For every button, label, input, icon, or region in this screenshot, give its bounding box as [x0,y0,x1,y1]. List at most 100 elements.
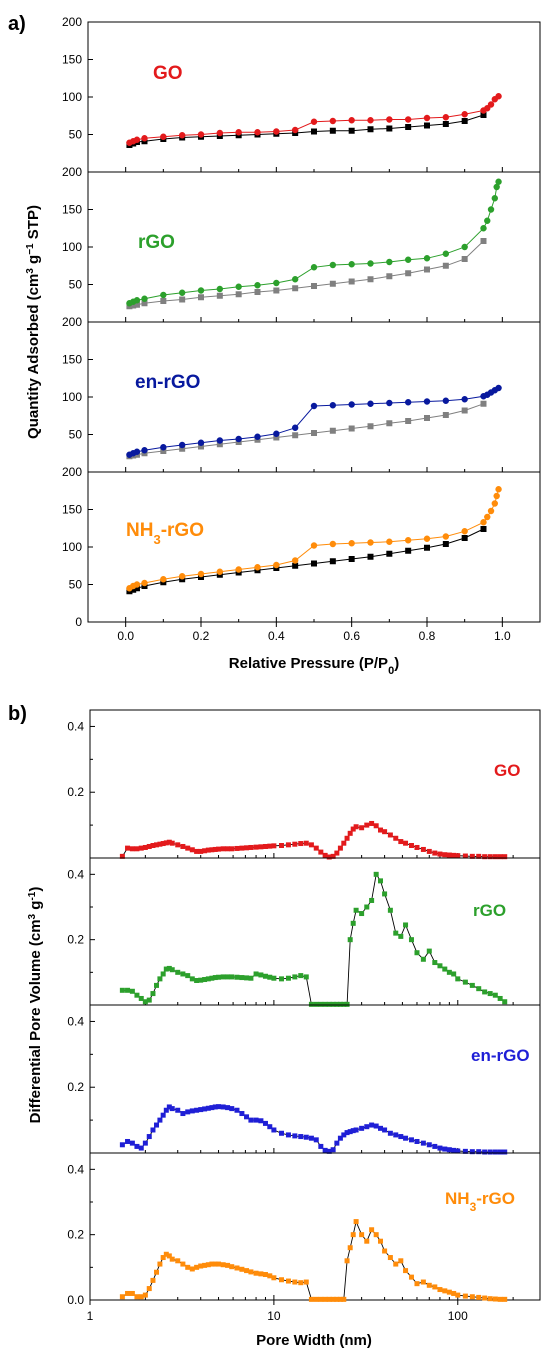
data-point [373,871,379,877]
data-point [150,1277,156,1283]
desorption-series [126,178,502,307]
isotherm-panel-1: 50 100 150 200 rGO [62,165,541,323]
data-point [398,839,404,845]
data-point [348,425,355,432]
data-point [202,1106,208,1112]
y-tick-label: 0.2 [67,1228,84,1242]
data-point [119,1142,125,1148]
data-point [129,988,135,994]
data-point [432,960,438,966]
y-tick-label: 50 [69,428,83,442]
data-point [178,573,186,580]
data-point [308,1296,314,1302]
data-point [492,1149,498,1155]
data-point [157,976,163,982]
data-point [404,116,412,123]
data-point [414,950,420,956]
y-tick-label: 0.4 [67,719,84,733]
data-point [212,1104,218,1110]
data-point [298,1280,304,1286]
data-point [273,128,280,135]
data-point [492,1296,498,1302]
data-point [141,135,148,142]
data-point [285,975,291,981]
data-point [495,178,502,185]
data-point [364,1238,370,1244]
y-tick-label: 0.2 [67,933,84,947]
data-point [387,832,393,838]
data-point [386,116,393,123]
data-point [179,296,186,303]
data-point [175,1258,181,1264]
data-point [359,911,365,917]
data-point [337,845,343,851]
data-point [285,1132,291,1138]
data-point [313,1001,319,1007]
x-tick-label: 0.0 [117,629,134,643]
data-point [138,845,144,851]
data-point [480,238,487,244]
data-point [146,843,152,849]
data-point [225,1105,231,1111]
data-point [303,840,309,846]
data-point [125,1138,131,1144]
data-point [404,256,412,263]
data-point [334,850,340,856]
data-point [198,977,204,983]
data-point [273,434,280,441]
data-point [310,542,318,549]
pore-panel-1: 0.2 0.4 rGO [67,857,541,1007]
data-point [469,1149,475,1155]
data-point [248,975,254,981]
data-point [150,991,156,997]
data-point [271,975,277,981]
data-point [166,1253,172,1259]
data-point [461,407,468,414]
data-point [337,1296,343,1302]
adsorption-series-line [129,240,484,307]
series-label: NH3-rGO [445,1189,515,1214]
data-point [169,1256,175,1262]
y-tick-label: 200 [62,465,82,479]
data-point [225,846,231,852]
data-point [398,933,404,939]
data-point [367,276,374,283]
data-point [154,1122,160,1128]
adsorption-series [126,400,487,460]
chart-isotherms: a) 50 100 150 200 GO 50 100 150 200 rGO 50 100 150 200… [8,13,541,677]
data-point [442,262,449,269]
data-point [271,843,277,849]
data-point [476,1294,482,1300]
data-point [451,852,457,858]
data-point [129,846,135,852]
series-label: en-rGO [135,372,200,393]
data-point [141,300,148,307]
data-point [175,842,181,848]
data-point [160,298,167,304]
data-point [166,965,172,971]
data-point [292,1133,298,1139]
data-point [163,966,169,972]
data-point [493,492,500,500]
data-point [326,1001,332,1007]
data-point [487,206,495,213]
data-point [482,854,488,860]
data-point [482,1149,488,1155]
panel-frame [87,21,541,173]
data-point [462,979,468,985]
data-point [432,1143,438,1149]
data-point [424,122,430,129]
data-point [298,1134,304,1140]
data-point [424,415,430,421]
data-point [442,1146,448,1152]
data-point [369,1227,375,1233]
data-point [216,292,223,299]
label-part: g [25,255,42,268]
data-point [367,260,374,267]
data-point [146,1286,152,1292]
data-point [420,846,426,852]
data-point [446,1289,452,1295]
data-point [239,1111,245,1117]
data-point [350,826,356,832]
data-point [408,937,414,943]
